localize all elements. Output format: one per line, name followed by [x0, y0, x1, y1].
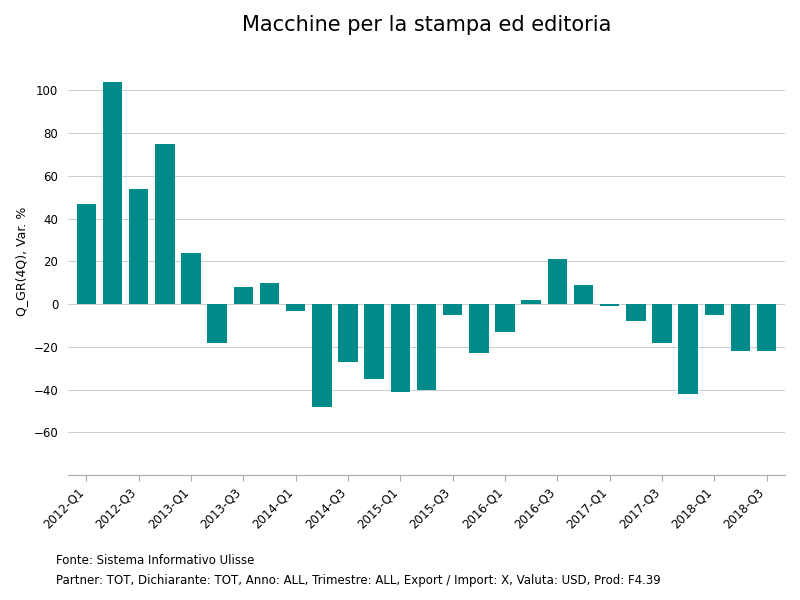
- Text: Fonte: Sistema Informativo Ulisse: Fonte: Sistema Informativo Ulisse: [56, 554, 254, 567]
- Text: Partner: TOT, Dichiarante: TOT, Anno: ALL, Trimestre: ALL, Export / Import: X, V: Partner: TOT, Dichiarante: TOT, Anno: AL…: [56, 574, 661, 587]
- Title: Macchine per la stampa ed editoria: Macchine per la stampa ed editoria: [242, 15, 611, 35]
- Bar: [574, 285, 594, 304]
- Bar: [417, 304, 436, 389]
- Y-axis label: Q_GR(4Q), Var. %: Q_GR(4Q), Var. %: [15, 206, 28, 316]
- Bar: [234, 287, 253, 304]
- Bar: [207, 304, 227, 343]
- Bar: [626, 304, 646, 321]
- Bar: [390, 304, 410, 392]
- Bar: [678, 304, 698, 394]
- Bar: [443, 304, 462, 315]
- Bar: [469, 304, 489, 353]
- Bar: [77, 203, 96, 304]
- Bar: [129, 189, 149, 304]
- Bar: [181, 253, 201, 304]
- Bar: [495, 304, 515, 332]
- Bar: [705, 304, 724, 315]
- Bar: [155, 144, 174, 304]
- Bar: [102, 82, 122, 304]
- Bar: [338, 304, 358, 362]
- Bar: [600, 304, 619, 306]
- Bar: [312, 304, 332, 407]
- Bar: [286, 304, 306, 311]
- Bar: [260, 283, 279, 304]
- Bar: [730, 304, 750, 351]
- Bar: [522, 300, 541, 304]
- Bar: [757, 304, 777, 351]
- Bar: [364, 304, 384, 379]
- Bar: [547, 259, 567, 304]
- Bar: [652, 304, 672, 343]
